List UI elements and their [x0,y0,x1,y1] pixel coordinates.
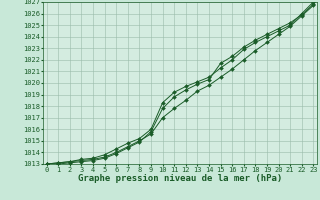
X-axis label: Graphe pression niveau de la mer (hPa): Graphe pression niveau de la mer (hPa) [78,174,282,183]
